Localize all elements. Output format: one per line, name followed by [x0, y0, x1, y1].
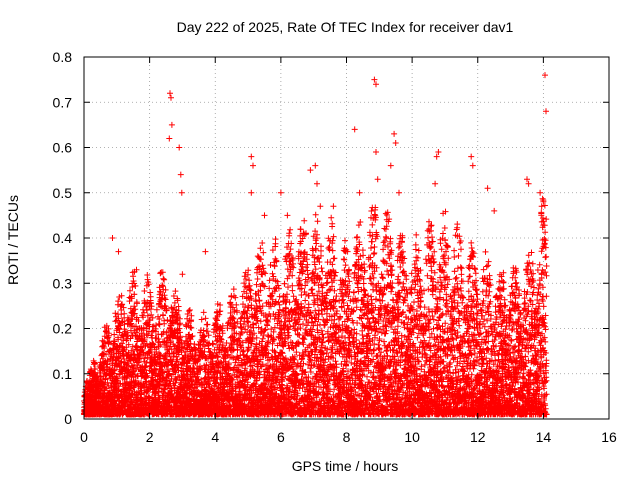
y-tick-label: 0.2 — [53, 321, 73, 337]
y-tick-label: 0.7 — [53, 94, 73, 110]
x-axis-title: GPS time / hours — [292, 458, 399, 474]
x-tick-label: 16 — [601, 429, 617, 445]
x-tick-label: 0 — [80, 429, 88, 445]
x-tick-label: 2 — [146, 429, 154, 445]
chart-title: Day 222 of 2025, Rate Of TEC Index for r… — [177, 19, 514, 35]
y-tick-label: 0.1 — [53, 366, 73, 382]
x-tick-label: 8 — [343, 429, 351, 445]
y-tick-label: 0.5 — [53, 185, 73, 201]
x-tick-label: 4 — [211, 429, 219, 445]
axis-ticks — [83, 56, 610, 420]
y-tick-label: 0.3 — [53, 275, 73, 291]
x-tick-label: 6 — [277, 429, 285, 445]
y-tick-label: 0.8 — [53, 49, 73, 65]
roti-data-points — [81, 72, 550, 418]
y-axis-title: ROTI / TECUs — [5, 195, 21, 285]
x-tick-label: 10 — [404, 429, 420, 445]
data-points — [81, 72, 550, 418]
y-tick-label: 0.4 — [53, 230, 73, 246]
grid-lines — [84, 57, 609, 419]
y-tick-label: 0 — [64, 411, 72, 427]
y-tick-label: 0.6 — [53, 140, 73, 156]
x-tick-labels: 0 2 4 6 8 10 12 14 16 — [80, 429, 617, 445]
x-tick-label: 14 — [536, 429, 552, 445]
x-tick-label: 12 — [470, 429, 486, 445]
y-tick-labels: 0 0.1 0.2 0.3 0.4 0.5 0.6 0.7 0.8 — [53, 49, 73, 427]
